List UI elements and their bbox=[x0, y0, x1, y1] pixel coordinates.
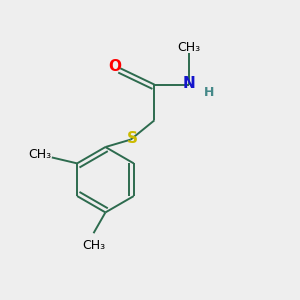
Text: CH₃: CH₃ bbox=[28, 148, 52, 161]
Text: H: H bbox=[204, 85, 214, 98]
Text: N: N bbox=[182, 76, 195, 91]
Text: CH₃: CH₃ bbox=[82, 238, 105, 252]
Text: S: S bbox=[127, 130, 138, 146]
Text: O: O bbox=[108, 59, 121, 74]
Text: CH₃: CH₃ bbox=[177, 41, 200, 54]
